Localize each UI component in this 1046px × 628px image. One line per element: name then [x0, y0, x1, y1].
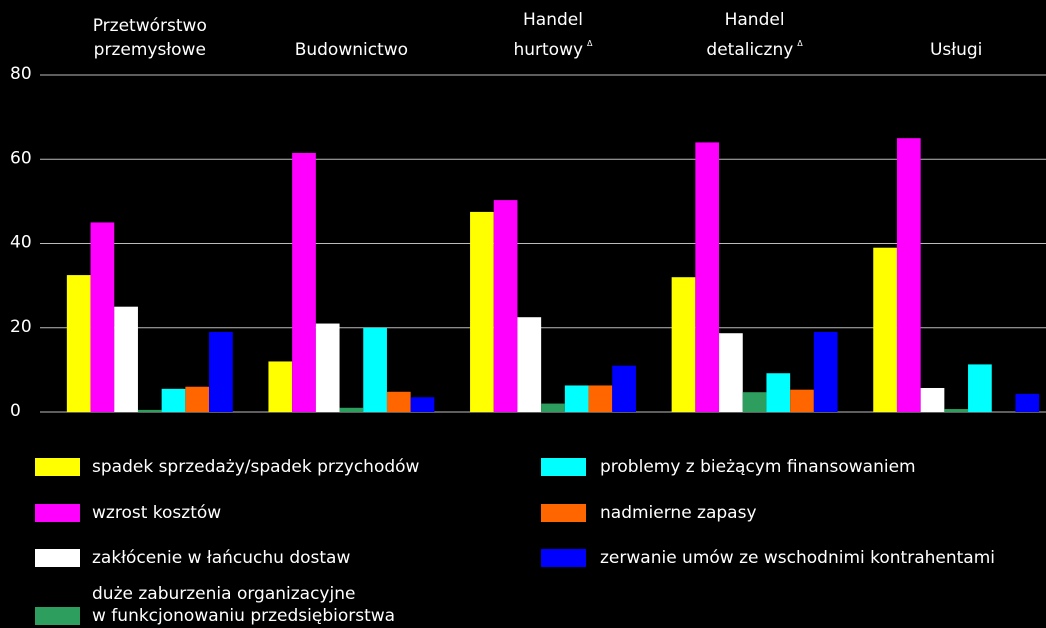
- bar: [896, 138, 921, 412]
- category-name: Usługi: [929, 40, 983, 60]
- y-tick-label: 20: [10, 317, 32, 337]
- bar: [386, 391, 411, 412]
- bar: [695, 142, 720, 412]
- y-tick-label: 40: [10, 233, 32, 253]
- bar: [742, 392, 767, 412]
- category-name: Budownictwo: [294, 40, 409, 60]
- legend-swatch: [541, 549, 586, 567]
- y-tick-label: 60: [10, 148, 32, 168]
- legend-swatch: [541, 503, 586, 522]
- bar: [315, 323, 340, 412]
- bar: [410, 397, 435, 412]
- bar: [470, 211, 494, 412]
- legend-label: wzrost kosztów: [92, 502, 222, 523]
- bar: [968, 364, 992, 412]
- bar: [363, 327, 387, 412]
- legend-label: duże zaburzenia organizacyjne w funkcjon…: [92, 583, 396, 626]
- category-name: Przetwórstwo przemysłowe: [92, 16, 207, 60]
- bar: [813, 331, 838, 412]
- x-tick-label: Usługi: [856, 38, 1046, 62]
- bar: [90, 222, 115, 412]
- legend-label: zerwanie umów ze wschodnimi kontrahentam…: [600, 548, 996, 568]
- x-tick-label: Przetwórstwo przemysłowe: [50, 14, 250, 62]
- bar: [292, 152, 316, 412]
- legend-swatch: [35, 606, 80, 625]
- bar: [1015, 393, 1040, 412]
- bar: [920, 387, 945, 412]
- bar: [517, 317, 542, 412]
- bar: [185, 386, 210, 412]
- x-tick-label: Handel hurtowy Δ: [453, 8, 653, 62]
- legend-swatch: [35, 549, 80, 567]
- bar: [564, 385, 589, 412]
- legend-label: spadek sprzedaży/spadek przychodów: [92, 457, 420, 477]
- x-tick-label: Handel detaliczny Δ: [655, 8, 855, 62]
- bar: [114, 306, 138, 412]
- bar: [66, 275, 91, 412]
- bar: [944, 409, 969, 412]
- legend-label: zakłócenie w łańcuchu dostaw: [92, 548, 351, 568]
- bar: [612, 365, 636, 412]
- bar: [137, 409, 162, 412]
- bar: [790, 389, 814, 412]
- x-tick-label: Budownictwo: [251, 38, 451, 62]
- bar: [873, 247, 897, 412]
- category-note: Δ: [587, 39, 593, 48]
- bar: [671, 277, 696, 412]
- category-name: Handel detaliczny: [706, 10, 794, 60]
- bar: [268, 361, 293, 412]
- bar: [493, 200, 518, 412]
- y-tick-label: 0: [10, 401, 21, 421]
- bar: [719, 333, 743, 412]
- bar: [766, 373, 791, 412]
- category-name: Handel hurtowy: [513, 10, 584, 60]
- legend-label: nadmierne zapasy: [600, 502, 757, 523]
- y-tick-label: 80: [10, 64, 32, 84]
- bar: [588, 385, 613, 412]
- legend-swatch: [35, 458, 80, 476]
- category-note: Δ: [797, 39, 803, 48]
- legend-swatch: [541, 458, 586, 476]
- legend-swatch: [35, 503, 80, 522]
- bar: [161, 388, 186, 412]
- legend-label: problemy z bieżącym finansowaniem: [600, 457, 916, 477]
- bar: [339, 407, 364, 412]
- bar: [209, 331, 233, 412]
- bar: [541, 403, 565, 412]
